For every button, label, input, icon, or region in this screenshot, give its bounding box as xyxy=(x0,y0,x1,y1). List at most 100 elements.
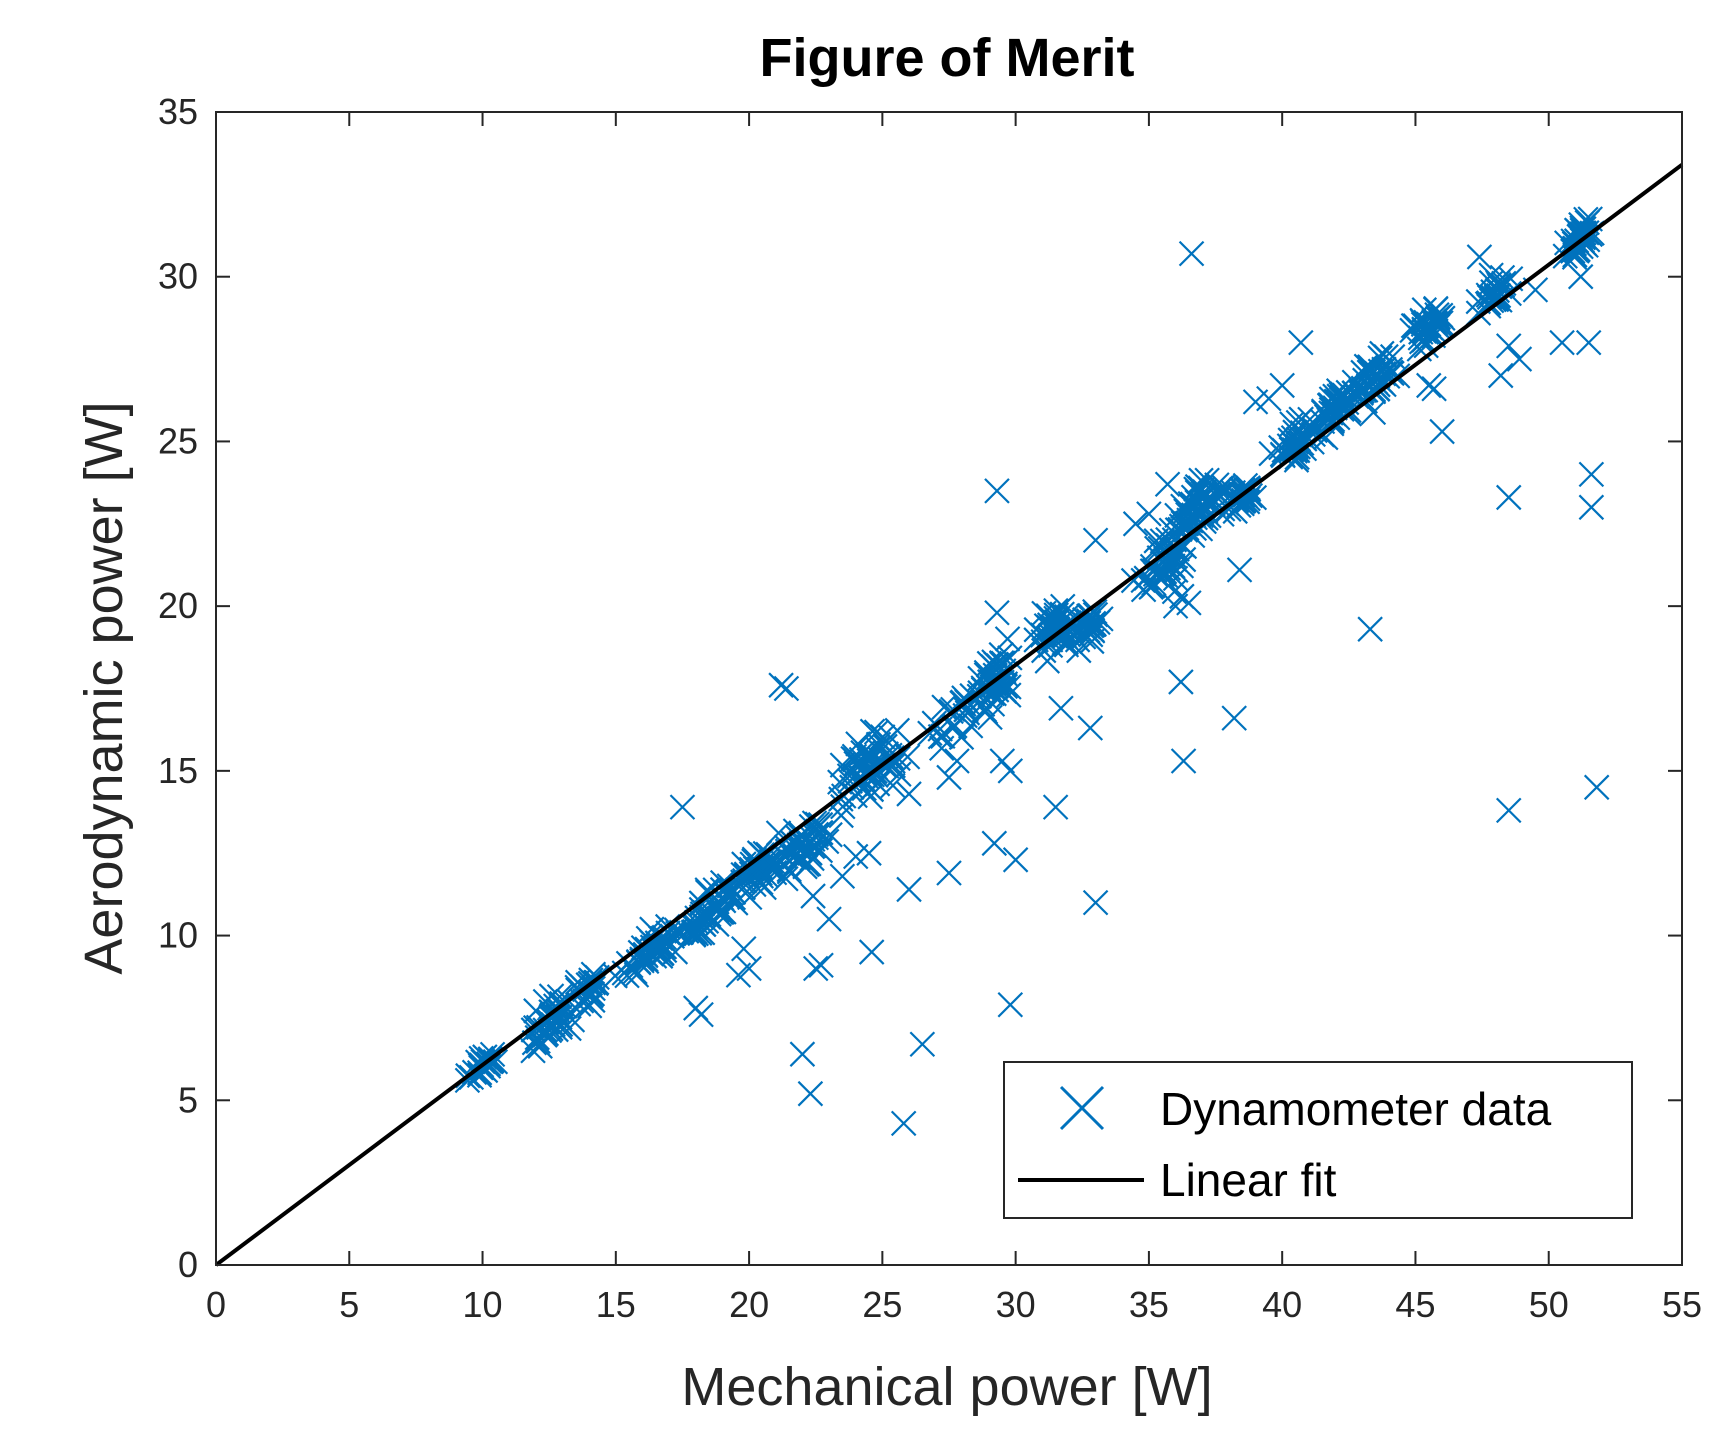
data-point xyxy=(1288,329,1314,356)
data-point xyxy=(1402,313,1429,339)
data-point xyxy=(936,860,962,886)
legend-box xyxy=(1003,1061,1633,1219)
data-point xyxy=(1226,557,1253,583)
x-tick-label: 0 xyxy=(206,1284,226,1325)
data-point xyxy=(1567,263,1594,290)
data-point xyxy=(1478,287,1505,314)
data-point xyxy=(1421,375,1447,402)
data-point xyxy=(841,746,868,773)
data-point xyxy=(751,874,777,901)
y-tick-label: 30 xyxy=(158,256,198,297)
data-point xyxy=(1178,240,1205,267)
data-point xyxy=(779,844,806,870)
data-point xyxy=(1185,490,1212,517)
data-point xyxy=(1495,484,1522,511)
data-point xyxy=(1176,590,1202,616)
data-point xyxy=(773,865,799,892)
data-point xyxy=(856,840,882,866)
data-point xyxy=(994,626,1021,652)
data-point xyxy=(789,1041,816,1067)
data-point xyxy=(886,761,912,787)
data-point xyxy=(547,1014,573,1040)
data-point xyxy=(1002,847,1029,873)
data-point xyxy=(1077,715,1104,741)
data-point xyxy=(1229,488,1256,514)
data-point xyxy=(997,758,1024,784)
data-point xyxy=(564,969,591,996)
data-point xyxy=(1549,329,1575,356)
data-point xyxy=(1082,889,1109,916)
data-point xyxy=(694,877,720,903)
data-point xyxy=(1495,797,1522,824)
legend-marker-x-icon xyxy=(1059,1085,1105,1131)
y-tick-label: 5 xyxy=(178,1079,198,1120)
data-point xyxy=(802,955,829,982)
x-tick-label: 20 xyxy=(729,1284,769,1325)
data-point xyxy=(538,983,565,1009)
data-point xyxy=(1466,244,1493,270)
data-point xyxy=(1075,608,1102,634)
data-point xyxy=(1030,637,1057,664)
data-point xyxy=(797,1080,824,1107)
data-point xyxy=(1133,565,1160,591)
data-point xyxy=(1325,388,1352,415)
data-point xyxy=(848,746,875,773)
data-point xyxy=(1578,494,1605,521)
x-tick-label: 30 xyxy=(996,1284,1036,1325)
data-point xyxy=(1154,471,1181,498)
data-point xyxy=(1085,609,1111,636)
data-point xyxy=(1575,329,1602,356)
x-tick-label: 50 xyxy=(1529,1284,1569,1325)
data-point xyxy=(817,821,843,848)
legend-label-dynamometer: Dynamometer data xyxy=(1160,1083,1552,1135)
y-tick-label: 35 xyxy=(158,91,198,132)
data-point xyxy=(829,863,856,890)
data-point xyxy=(688,1001,714,1028)
x-tick-label: 45 xyxy=(1395,1284,1435,1325)
data-point xyxy=(688,896,715,923)
data-point xyxy=(944,748,970,774)
legend: Dynamometer data Linear fit xyxy=(1003,1061,1633,1219)
data-point xyxy=(1506,346,1533,372)
data-point xyxy=(1428,310,1454,336)
data-point xyxy=(1429,418,1455,445)
data-point xyxy=(1136,501,1162,527)
linear-fit-line xyxy=(214,163,1684,1267)
data-point xyxy=(936,764,962,791)
data-point xyxy=(837,768,863,794)
y-tick-label: 0 xyxy=(178,1244,198,1285)
data-point xyxy=(880,752,906,779)
linear-fit-layer xyxy=(214,163,1684,1267)
data-point xyxy=(804,811,831,837)
data-point xyxy=(896,876,922,903)
data-point xyxy=(981,830,1008,857)
data-point xyxy=(736,955,762,982)
data-point xyxy=(1235,485,1261,512)
data-point xyxy=(896,781,922,807)
data-point xyxy=(884,717,911,744)
data-point xyxy=(780,830,806,857)
x-tick-label: 55 xyxy=(1662,1284,1702,1325)
data-point xyxy=(768,672,794,698)
data-point xyxy=(909,1031,936,1058)
data-point xyxy=(1583,774,1610,801)
data-point xyxy=(689,919,716,946)
data-point xyxy=(1048,695,1074,722)
data-point xyxy=(1082,527,1109,554)
data-point xyxy=(1413,332,1439,359)
data-point xyxy=(1573,232,1599,259)
data-point xyxy=(1269,372,1295,399)
data-point xyxy=(1170,748,1197,774)
data-point xyxy=(1357,616,1383,642)
data-point xyxy=(1258,440,1284,467)
data-point xyxy=(803,821,830,848)
y-tick-label: 15 xyxy=(158,750,198,791)
x-tick-label: 10 xyxy=(463,1284,503,1325)
y-tick-label: 10 xyxy=(158,915,198,956)
x-tick-label: 25 xyxy=(862,1284,902,1325)
data-point xyxy=(984,599,1010,626)
data-point xyxy=(1050,593,1076,620)
data-point xyxy=(1425,304,1452,330)
data-point xyxy=(1221,705,1247,731)
